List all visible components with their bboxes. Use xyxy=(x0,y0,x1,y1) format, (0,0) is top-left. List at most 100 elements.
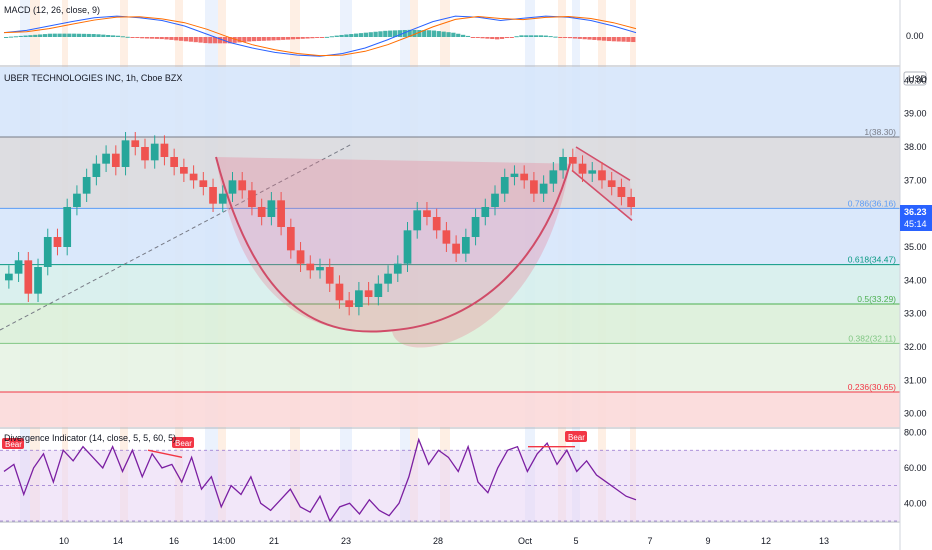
macd-histogram-bar xyxy=(368,32,373,37)
macd-histogram-bar xyxy=(237,37,242,43)
time-tick-label: 13 xyxy=(819,536,829,546)
price-tick-label: 31.00 xyxy=(904,375,927,385)
candle-body xyxy=(461,237,470,254)
macd-histogram-bar xyxy=(188,37,193,42)
macd-histogram-bar xyxy=(285,37,291,40)
macd-histogram-bar xyxy=(130,37,135,38)
price-pane[interactable]: 1(38.30) 0.786(36.16) 0.618(34.47) 0.5(33.2… xyxy=(0,67,900,427)
macd-histogram-bar xyxy=(62,33,67,37)
candle-body xyxy=(530,180,538,194)
fib-level-label: 0.5(33.29) xyxy=(857,294,896,304)
macd-histogram-bar xyxy=(567,37,573,39)
macd-histogram-bar xyxy=(217,37,223,44)
macd-pane[interactable]: MACD (12, 26, close, 9) xyxy=(3,5,637,57)
time-tick-label: 28 xyxy=(433,536,443,546)
fib-level-label: 0.786(36.16) xyxy=(848,198,896,208)
flag-upper xyxy=(575,146,631,182)
candle-body xyxy=(491,193,499,207)
price-tick-label: 34.00 xyxy=(904,275,927,285)
fib-zone xyxy=(0,392,900,427)
trend-line[interactable] xyxy=(0,143,353,331)
macd-histogram-bar xyxy=(495,37,500,40)
macd-histogram-bar xyxy=(465,35,471,37)
macd-histogram-bar xyxy=(281,37,286,40)
bear-tag xyxy=(172,437,194,448)
price-candles xyxy=(5,132,635,316)
bear-divergence-line xyxy=(147,449,183,458)
macd-histogram-bar xyxy=(115,35,121,37)
cup-pattern[interactable] xyxy=(215,156,571,348)
macd-histogram-bar xyxy=(412,29,417,37)
time-axis[interactable]: 10 14 16 14:00 21 23 28 Oct 5 7 9 12 13 xyxy=(59,536,829,546)
divergence-title: Divergence Indicator (14, close, 5, 5, 6… xyxy=(4,433,176,443)
candle-body xyxy=(238,180,247,191)
macd-histogram-bar xyxy=(475,37,480,38)
time-tick-label: 12 xyxy=(761,536,771,546)
macd-histogram-bar xyxy=(310,37,315,39)
cup-fill xyxy=(216,157,570,348)
macd-histogram-bar xyxy=(470,37,475,38)
currency-button[interactable] xyxy=(903,71,927,86)
macd-histogram-bar xyxy=(290,37,296,40)
macd-histogram-bar xyxy=(563,37,568,38)
macd-histogram-bar xyxy=(524,35,529,37)
time-tick-label: 7 xyxy=(647,536,652,546)
macd-histogram-bar xyxy=(76,33,82,37)
time-tick-label: 21 xyxy=(269,536,279,546)
fib-level-label: 0.236(30.65) xyxy=(848,382,896,392)
candle-body xyxy=(617,187,626,197)
macd-histogram-bar xyxy=(431,30,437,37)
macd-histogram-bar xyxy=(232,37,237,43)
candle-body xyxy=(559,157,567,171)
macd-histogram-bar xyxy=(179,37,184,41)
cup-curve xyxy=(215,156,571,333)
candle-body xyxy=(607,180,616,187)
macd-histogram-bar xyxy=(577,37,582,39)
macd-histogram-bar xyxy=(227,37,232,44)
time-tick-label: 14:00 xyxy=(213,536,236,546)
macd-histogram-bar xyxy=(339,34,344,37)
fib-level-label: 0.618(34.47) xyxy=(848,255,896,265)
macd-histogram-bar xyxy=(33,34,38,37)
candle-body xyxy=(335,283,344,301)
price-tick-label: 33.00 xyxy=(904,309,927,319)
candle-body xyxy=(403,230,412,264)
macd-histogram-bar xyxy=(266,37,271,41)
macd-histogram-bar xyxy=(354,33,359,37)
macd-histogram-bar xyxy=(519,35,524,37)
bear-divergence-tags: Bear Bear Bear xyxy=(2,431,587,458)
macd-histogram-bar xyxy=(295,37,300,40)
macd-histogram-bar xyxy=(587,37,592,40)
macd-histogram-bar xyxy=(144,37,150,39)
macd-histogram-bar xyxy=(436,31,441,37)
macd-histogram-bar xyxy=(616,37,621,42)
macd-histogram-bar xyxy=(125,36,130,38)
flag-lower xyxy=(571,169,633,221)
macd-histogram-bar xyxy=(417,30,422,37)
divergence-tick-label: 80.00 xyxy=(904,428,927,438)
macd-histogram-bar xyxy=(4,37,9,38)
bear-tag-label: Bear xyxy=(175,439,192,448)
candle-body xyxy=(578,163,587,174)
bear-tag-label: Bear xyxy=(568,433,585,442)
macd-histogram-bar xyxy=(397,30,403,37)
macd-histogram-bar xyxy=(334,35,339,37)
macd-histogram-bar xyxy=(626,37,631,42)
macd-histogram-bar xyxy=(597,37,602,41)
candle-body xyxy=(92,163,101,177)
candle-body xyxy=(510,173,519,177)
divergence-pane[interactable]: Bear Bear Bear Divergence Indicator (14, c… xyxy=(0,431,900,523)
price-tick-label: 38.00 xyxy=(904,142,927,152)
macd-histogram-bar xyxy=(198,37,203,43)
candle-body xyxy=(277,200,285,227)
macd-histogram-bar xyxy=(52,33,57,37)
macd-histogram-bar xyxy=(543,35,548,37)
macd-title: MACD (12, 26, close, 9) xyxy=(4,5,100,15)
candle-body xyxy=(267,200,276,217)
macd-histogram-bar xyxy=(47,33,53,37)
macd-histogram-bar xyxy=(174,37,179,41)
candle-body xyxy=(34,267,42,294)
macd-histogram-bar xyxy=(582,37,587,40)
price-axis[interactable]: 0.00 USD 40.0039.0038.0037.0036.0035.003… xyxy=(899,0,932,550)
